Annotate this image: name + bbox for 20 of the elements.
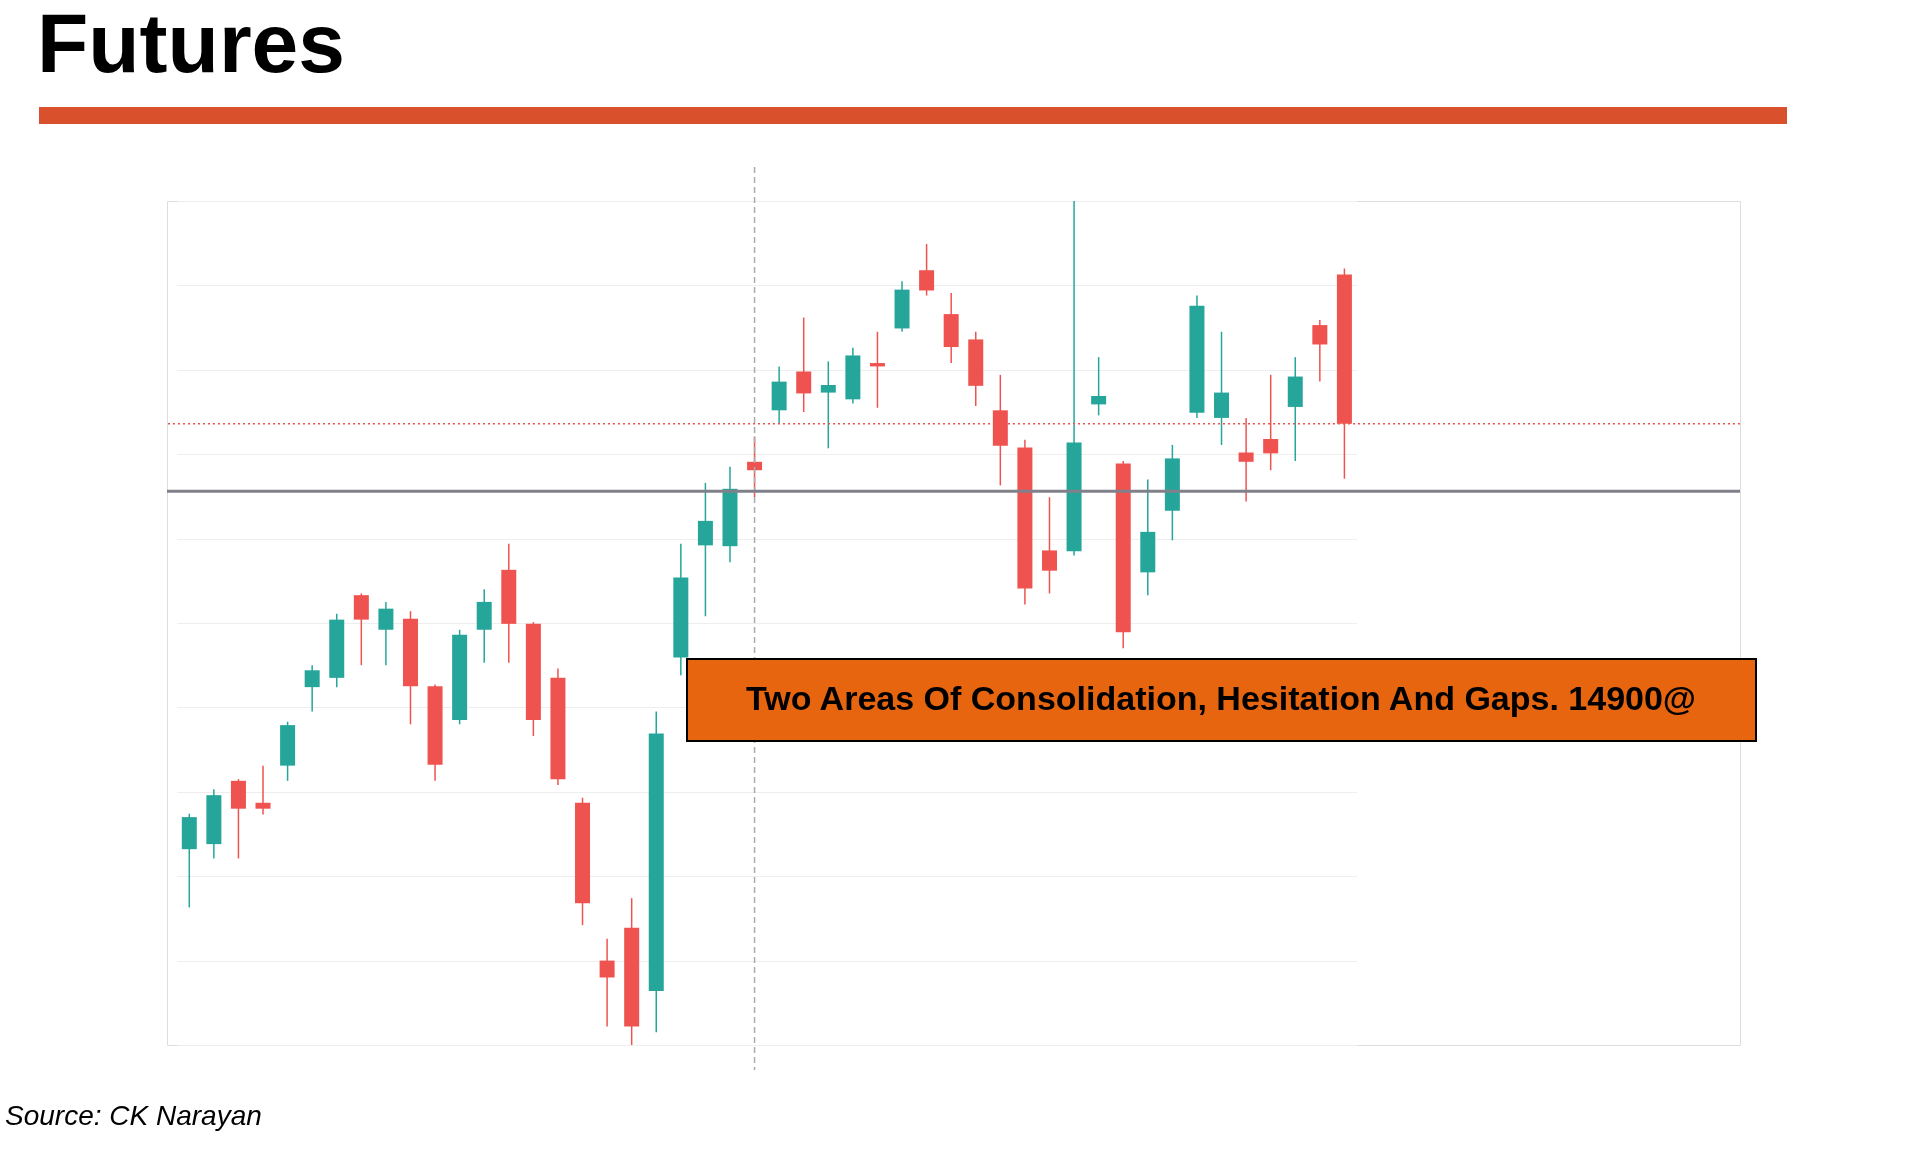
candlestick: [648, 710, 664, 1034]
candlestick: [796, 316, 812, 413]
candlestick: [353, 592, 369, 666]
candlestick: [280, 721, 296, 782]
annotation: Two Areas Of Consolidation, Hesitation And Gaps. 14900@: [745, 679, 1697, 717]
candlestick: [820, 360, 836, 450]
chart-title: Futures: [37, 0, 346, 90]
candlestick: [181, 812, 197, 909]
candlestick: [1287, 356, 1303, 462]
candlestick: [575, 796, 591, 926]
candlestick: [402, 610, 418, 726]
candlestick: [230, 778, 246, 860]
candlestick: [697, 482, 713, 617]
candlestick: [525, 621, 541, 737]
candlestick: [1041, 496, 1057, 595]
source-note: Source: CK Narayan: [5, 1100, 262, 1131]
candlestick: [624, 897, 640, 1046]
candlestick: [1214, 331, 1230, 446]
candlestick: [919, 243, 935, 297]
candlestick: [452, 629, 468, 726]
